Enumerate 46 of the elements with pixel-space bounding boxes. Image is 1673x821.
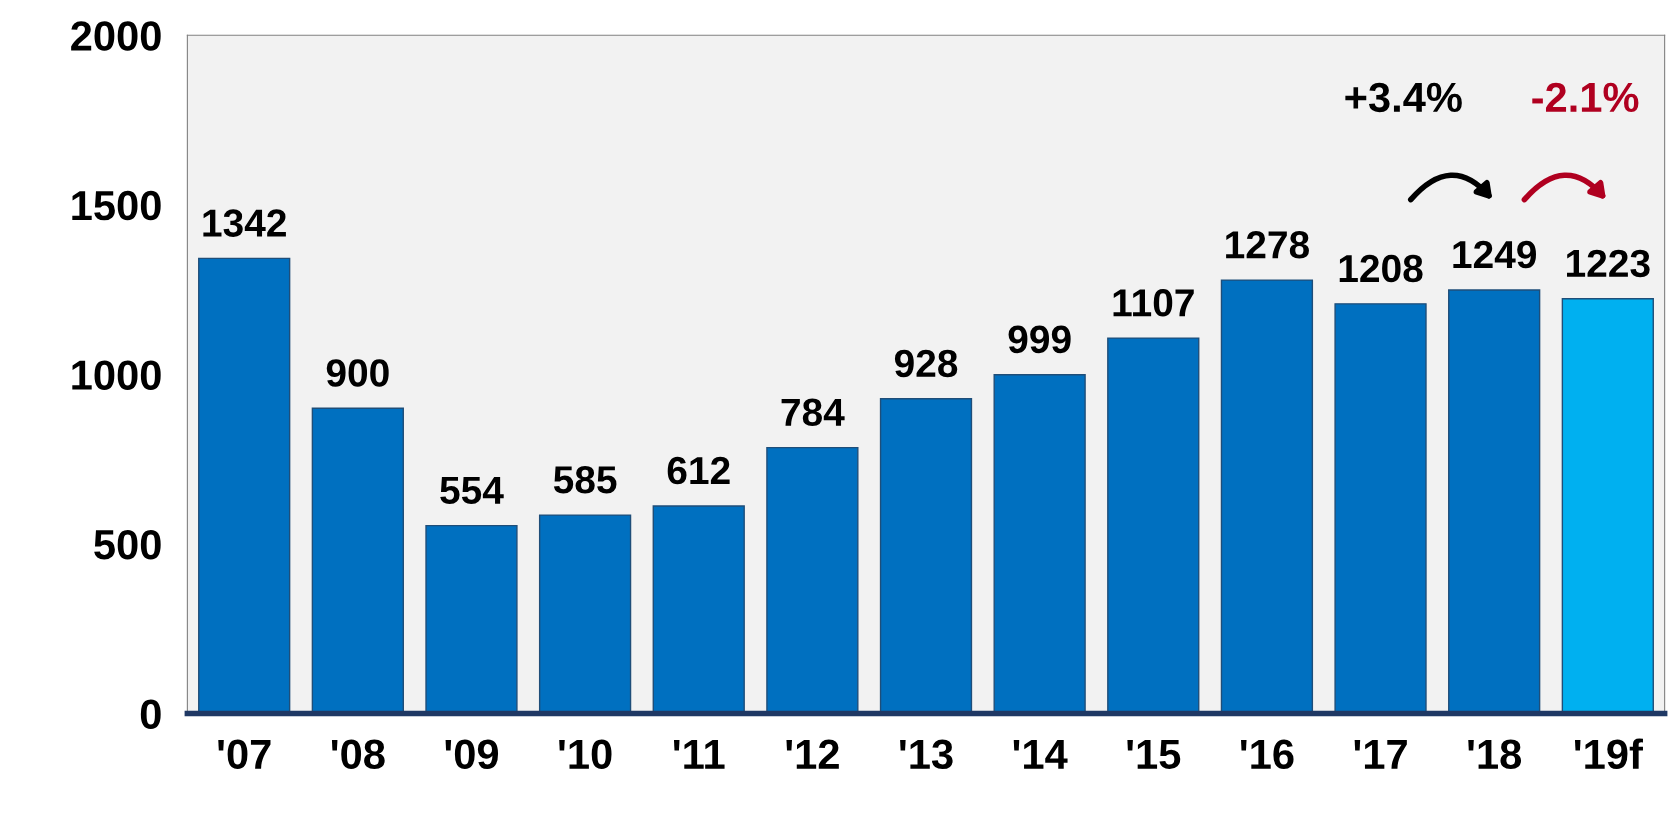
x-tick-label: '13 xyxy=(900,739,953,770)
bar xyxy=(652,505,745,714)
x-tick-label: '12 xyxy=(786,739,839,769)
data-label: 1278 xyxy=(1226,231,1309,259)
bar xyxy=(1334,303,1427,714)
x-tick-label: '17 xyxy=(1354,739,1407,769)
data-label: 1107 xyxy=(1113,288,1194,317)
bar xyxy=(538,514,632,714)
bar xyxy=(1220,279,1314,714)
bar xyxy=(1561,298,1654,714)
data-label: 900 xyxy=(326,359,389,387)
y-tick-label: 0 xyxy=(140,699,161,729)
data-label: 612 xyxy=(667,456,730,485)
x-tick-label: '15 xyxy=(1127,739,1181,770)
data-label: 585 xyxy=(553,465,617,494)
bar xyxy=(311,407,404,714)
bar xyxy=(993,374,1086,714)
bar xyxy=(879,398,973,714)
x-tick-label: '11 xyxy=(673,739,725,769)
bar xyxy=(425,524,518,714)
x-tick-label: '16 xyxy=(1241,739,1294,770)
annotation: -2.1% xyxy=(1532,82,1639,113)
x-tick-label: '19f xyxy=(1574,738,1643,770)
y-tick-label: 500 xyxy=(94,529,161,560)
data-label: 1249 xyxy=(1453,240,1536,269)
bar xyxy=(766,446,859,714)
data-label: 928 xyxy=(894,349,958,378)
y-tick-label: 1000 xyxy=(72,360,161,390)
data-label: 999 xyxy=(1008,325,1071,354)
x-tick-label: '14 xyxy=(1013,739,1068,769)
data-label: 784 xyxy=(781,398,845,427)
data-label: 1208 xyxy=(1339,254,1423,283)
annotation: +3.4% xyxy=(1345,82,1462,113)
y-tick-label: 2000 xyxy=(71,21,161,51)
x-tick-label: '09 xyxy=(445,739,499,770)
data-label: 554 xyxy=(440,476,504,505)
bar xyxy=(1107,337,1200,714)
bar xyxy=(1448,289,1541,714)
y-tick-label: 1500 xyxy=(72,190,161,221)
data-label: 1342 xyxy=(203,209,286,237)
bar xyxy=(198,257,291,714)
x-tick-label: '08 xyxy=(331,739,385,770)
x-tick-label: '10 xyxy=(559,739,612,770)
data-label: 1223 xyxy=(1567,249,1650,278)
x-tick-label: '18 xyxy=(1468,739,1522,770)
x-tick-label: '07 xyxy=(218,739,271,770)
